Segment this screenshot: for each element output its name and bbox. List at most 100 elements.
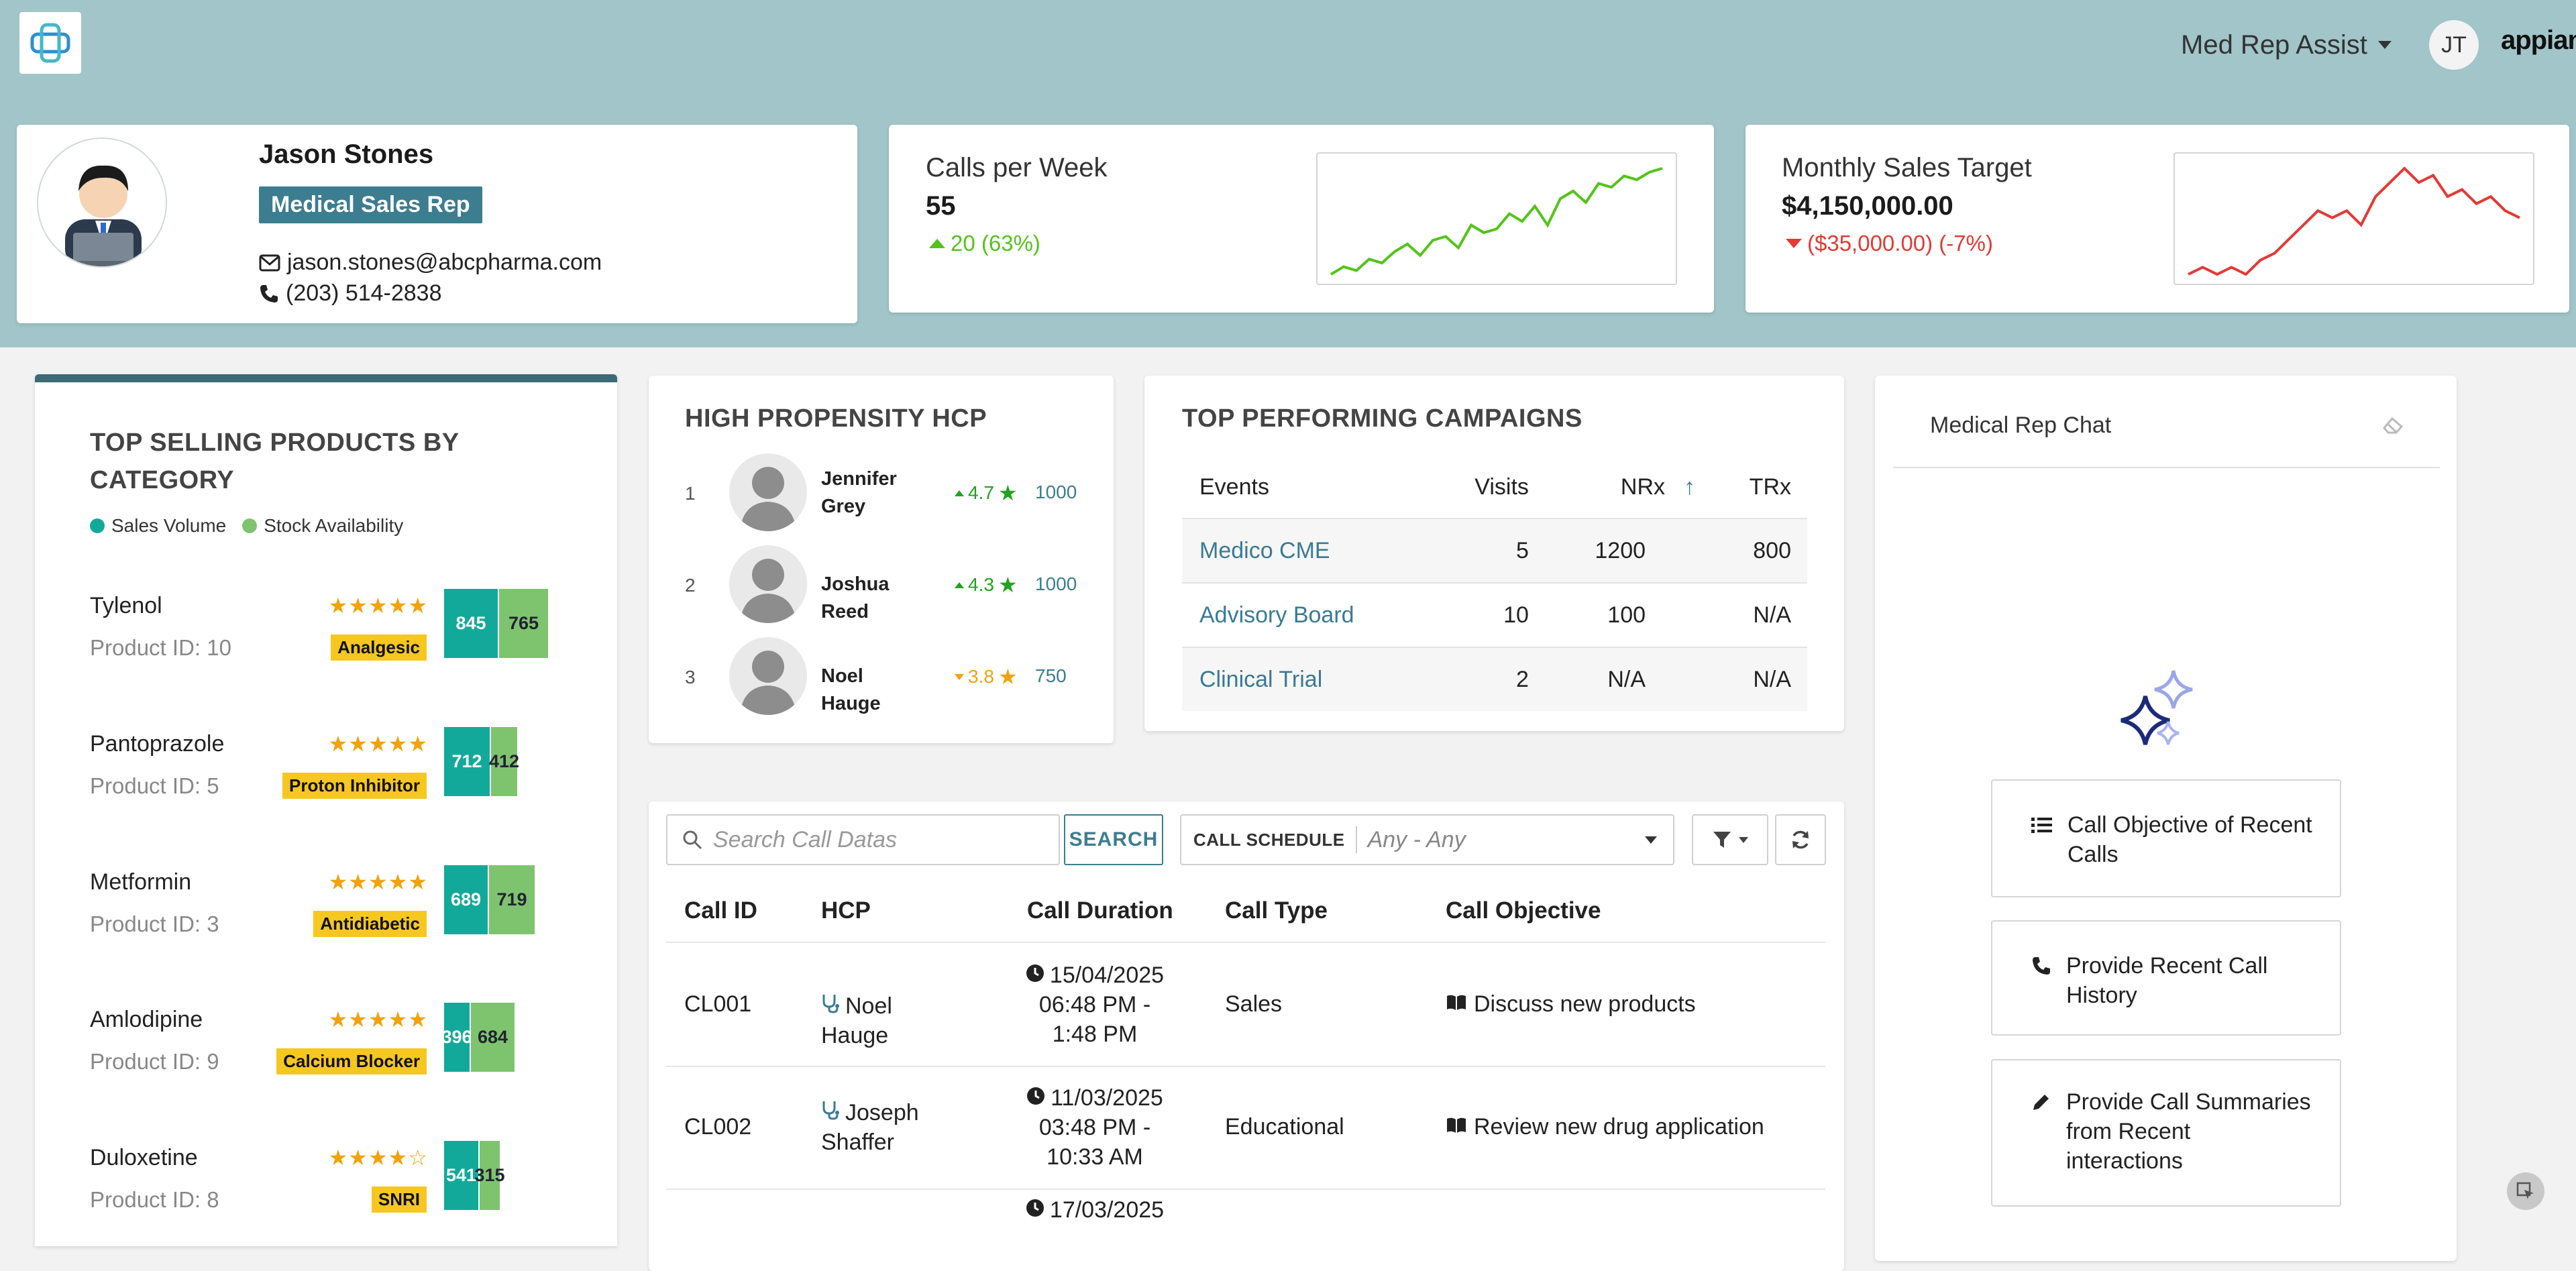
call-hcp-name[interactable]: Joseph Shaffer xyxy=(821,1100,919,1155)
product-id: Product ID: 5 xyxy=(90,773,219,798)
product-name: Tylenol xyxy=(90,593,162,618)
campaign-event[interactable]: Clinical Trial xyxy=(1182,647,1446,711)
rating-stars: ★★★★☆ xyxy=(328,1146,428,1170)
user-avatar[interactable]: JT xyxy=(2429,20,2479,70)
profile-email[interactable]: jason.stones@abcpharma.com xyxy=(287,250,602,275)
stock-availability-bar: 719 xyxy=(489,865,535,934)
col-call-type[interactable]: Call Type xyxy=(1225,897,1328,924)
refresh-button[interactable] xyxy=(1775,814,1826,865)
call-objective-text: Review new drug application xyxy=(1474,1114,1764,1140)
refresh-icon xyxy=(1792,830,1809,849)
product-name: Amlodipine xyxy=(90,1007,203,1032)
hcp-avatar xyxy=(729,637,807,715)
hcp-rating: 4.3 ★ xyxy=(955,572,1018,598)
calls-kpi-value: 55 xyxy=(926,191,956,221)
call-id-link[interactable]: CL001 xyxy=(684,991,752,1017)
call-date: 11/03/2025 xyxy=(1051,1085,1163,1111)
col-visits[interactable]: Visits xyxy=(1474,474,1529,500)
arrow-up-icon xyxy=(929,239,945,248)
product-id: Product ID: 8 xyxy=(90,1187,219,1212)
stock-availability-bar: 315 xyxy=(474,1141,505,1210)
call-id-link[interactable]: CL002 xyxy=(684,1114,752,1140)
rating-stars: ★★★★★ xyxy=(328,1007,428,1032)
col-events[interactable]: Events xyxy=(1199,474,1269,500)
campaign-event[interactable]: Medico CME xyxy=(1182,518,1446,583)
hcp-card xyxy=(649,376,1114,743)
hcp-score: 1000 xyxy=(1035,482,1077,502)
stethoscope-icon xyxy=(821,1100,840,1125)
call-hcp[interactable]: Noel Hauge xyxy=(821,991,942,1050)
profile-avatar xyxy=(37,137,167,268)
cursor-mode-icon[interactable] xyxy=(2507,1172,2544,1210)
campaign-trx: N/A xyxy=(1718,647,1807,711)
arrow-down-icon xyxy=(955,673,964,680)
search-input[interactable]: Search Call Datas xyxy=(666,814,1060,865)
top-products-title: TOP SELLING PRODUCTS BY CATEGORY xyxy=(90,429,459,494)
campaign-visits: 5 xyxy=(1445,518,1529,583)
hcp-score: 1000 xyxy=(1035,573,1077,594)
calls-card xyxy=(649,802,1844,1271)
pencil-icon xyxy=(2031,1090,2051,1205)
call-objective-text: Discuss new products xyxy=(1474,991,1696,1017)
rating-stars: ★★★★★ xyxy=(328,594,428,618)
hcp-name[interactable]: Jennifer Grey xyxy=(821,468,897,517)
call-type: Sales xyxy=(1225,991,1283,1017)
filter-button[interactable] xyxy=(1692,814,1768,865)
book-icon xyxy=(1446,991,1467,1017)
product-id: Product ID: 3 xyxy=(90,911,219,936)
hcp-rating: 3.8 ★ xyxy=(955,664,1018,689)
sales-kpi-label: Monthly Sales Target xyxy=(1782,153,2032,182)
call-date: 17/03/2025 xyxy=(1049,1197,1165,1223)
sales-sparkline xyxy=(2174,152,2534,285)
profile-name: Jason Stones xyxy=(259,140,434,169)
product-name: Duloxetine xyxy=(90,1145,198,1170)
call-hcp-name[interactable]: Noel Hauge xyxy=(821,993,892,1048)
search-button[interactable]: SEARCH xyxy=(1064,814,1163,865)
campaign-event[interactable]: Advisory Board xyxy=(1182,582,1446,647)
sort-arrow-icon[interactable]: ↑ xyxy=(1684,474,1696,500)
stock-availability-bar: 684 xyxy=(471,1003,515,1072)
legend-sales-label: Sales Volume xyxy=(111,515,227,536)
hcp-score: 750 xyxy=(1035,665,1067,686)
hcp-name[interactable]: Noel Hauge xyxy=(821,665,881,714)
col-call-id[interactable]: Call ID xyxy=(684,897,757,924)
chat-suggestion-label: Provide Recent Call History xyxy=(2066,953,2268,1009)
hcp-avatar xyxy=(729,545,807,623)
top-products-card xyxy=(35,374,617,1246)
eraser-icon[interactable] xyxy=(2381,415,2404,438)
call-type: Educational xyxy=(1225,1114,1344,1140)
call-objective: Discuss new products xyxy=(1446,991,1696,1017)
legend-stock-swatch xyxy=(242,518,258,533)
hcp-title: HIGH PROPENSITY HCP xyxy=(685,404,987,433)
chat-suggestion-button[interactable]: Provide Recent Call History xyxy=(1991,920,2341,1036)
chat-suggestion-button[interactable]: Call Objective of Recent Calls xyxy=(1991,779,2341,897)
campaigns-title: TOP PERFORMING CAMPAIGNS xyxy=(1182,404,1582,433)
col-trx[interactable]: TRx xyxy=(1749,474,1791,500)
clock-icon xyxy=(1026,1085,1045,1111)
category-tag: Analgesic xyxy=(331,634,427,661)
campaign-visits: 2 xyxy=(1445,647,1529,711)
hcp-name[interactable]: Joshua Reed xyxy=(821,573,890,622)
col-call-duration[interactable]: Call Duration xyxy=(1027,897,1173,924)
chat-suggestion-button[interactable]: Provide Call Summaries from Recent inter… xyxy=(1991,1059,2341,1207)
book-icon xyxy=(1446,1114,1467,1140)
sales-kpi-value: $4,150,000.00 xyxy=(1782,191,1953,221)
call-schedule-value: Any - Any xyxy=(1367,826,1466,852)
chart-legend: Sales Volume Stock Availability xyxy=(90,515,403,537)
app-logo-icon[interactable] xyxy=(19,12,81,74)
calls-kpi-label: Calls per Week xyxy=(926,153,1108,182)
row-divider xyxy=(666,1189,1825,1190)
call-schedule-filter[interactable]: CALL SCHEDULE Any - Any xyxy=(1180,814,1674,865)
call-duration: 15/04/2025 06:48 PM - 1:48 PM xyxy=(1014,960,1175,1049)
campaign-nrx: N/A xyxy=(1529,647,1719,711)
star-icon: ★ xyxy=(998,573,1018,597)
call-hcp[interactable]: Joseph Shaffer xyxy=(821,1098,942,1157)
col-nrx[interactable]: NRx ↑ xyxy=(1529,456,1718,518)
chat-suggestion-label: Call Objective of Recent Calls xyxy=(2068,812,2312,868)
col-call-objective[interactable]: Call Objective xyxy=(1446,897,1601,924)
call-duration: 11/03/2025 03:48 PM - 10:33 AM xyxy=(1014,1083,1175,1172)
arrow-up-icon xyxy=(955,582,964,588)
profile-phone: (203) 514-2838 xyxy=(286,280,442,306)
app-switcher[interactable]: Med Rep Assist xyxy=(2181,24,2392,66)
col-hcp[interactable]: HCP xyxy=(821,897,871,924)
